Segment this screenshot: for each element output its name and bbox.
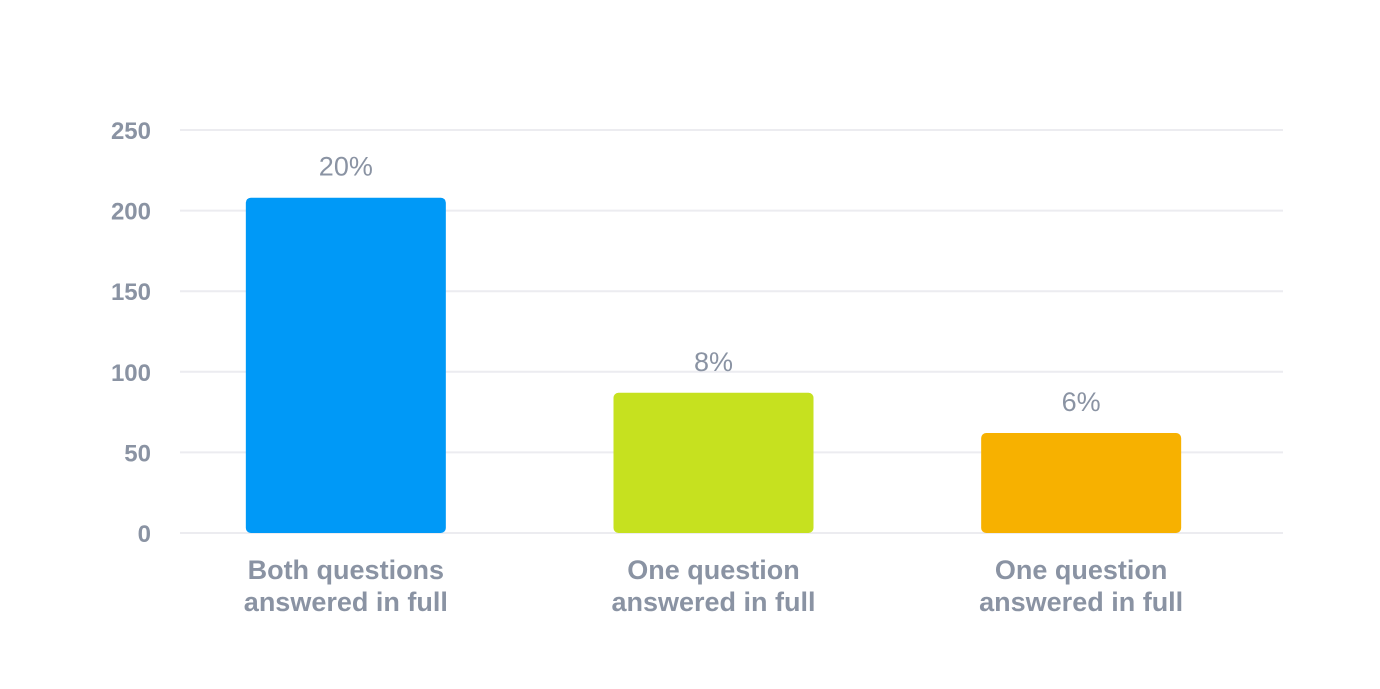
data-labels: 20% 8% 6% (319, 152, 1101, 417)
x-tick-label-line: answered in full (611, 587, 815, 617)
y-tick-label: 50 (124, 440, 151, 467)
y-tick-label: 250 (111, 118, 151, 145)
y-tick-label: 200 (111, 199, 151, 226)
x-tick-label-3: One question answered in full (979, 555, 1183, 617)
bars (245, 197, 1182, 534)
y-tick-label: 150 (111, 279, 151, 306)
data-label-3: 6% (1062, 387, 1101, 417)
y-axis-ticks: 0 50 100 150 200 250 (111, 118, 151, 548)
x-tick-label-line: Both questions (248, 555, 445, 585)
x-tick-label-line: answered in full (244, 587, 448, 617)
y-tick-label: 100 (111, 360, 151, 387)
x-tick-label-2: One question answered in full (611, 555, 815, 617)
data-label-1: 20% (319, 152, 373, 182)
x-tick-label-line: answered in full (979, 587, 1183, 617)
x-tick-label-line: One question (627, 555, 800, 585)
bar-1 (245, 197, 446, 534)
bar-3 (981, 433, 1182, 533)
x-tick-label-line: One question (995, 555, 1168, 585)
x-tick-label-1: Both questions answered in full (244, 555, 448, 617)
data-label-2: 8% (694, 347, 733, 377)
y-tick-label: 0 (138, 521, 151, 548)
bar-2 (613, 392, 814, 533)
